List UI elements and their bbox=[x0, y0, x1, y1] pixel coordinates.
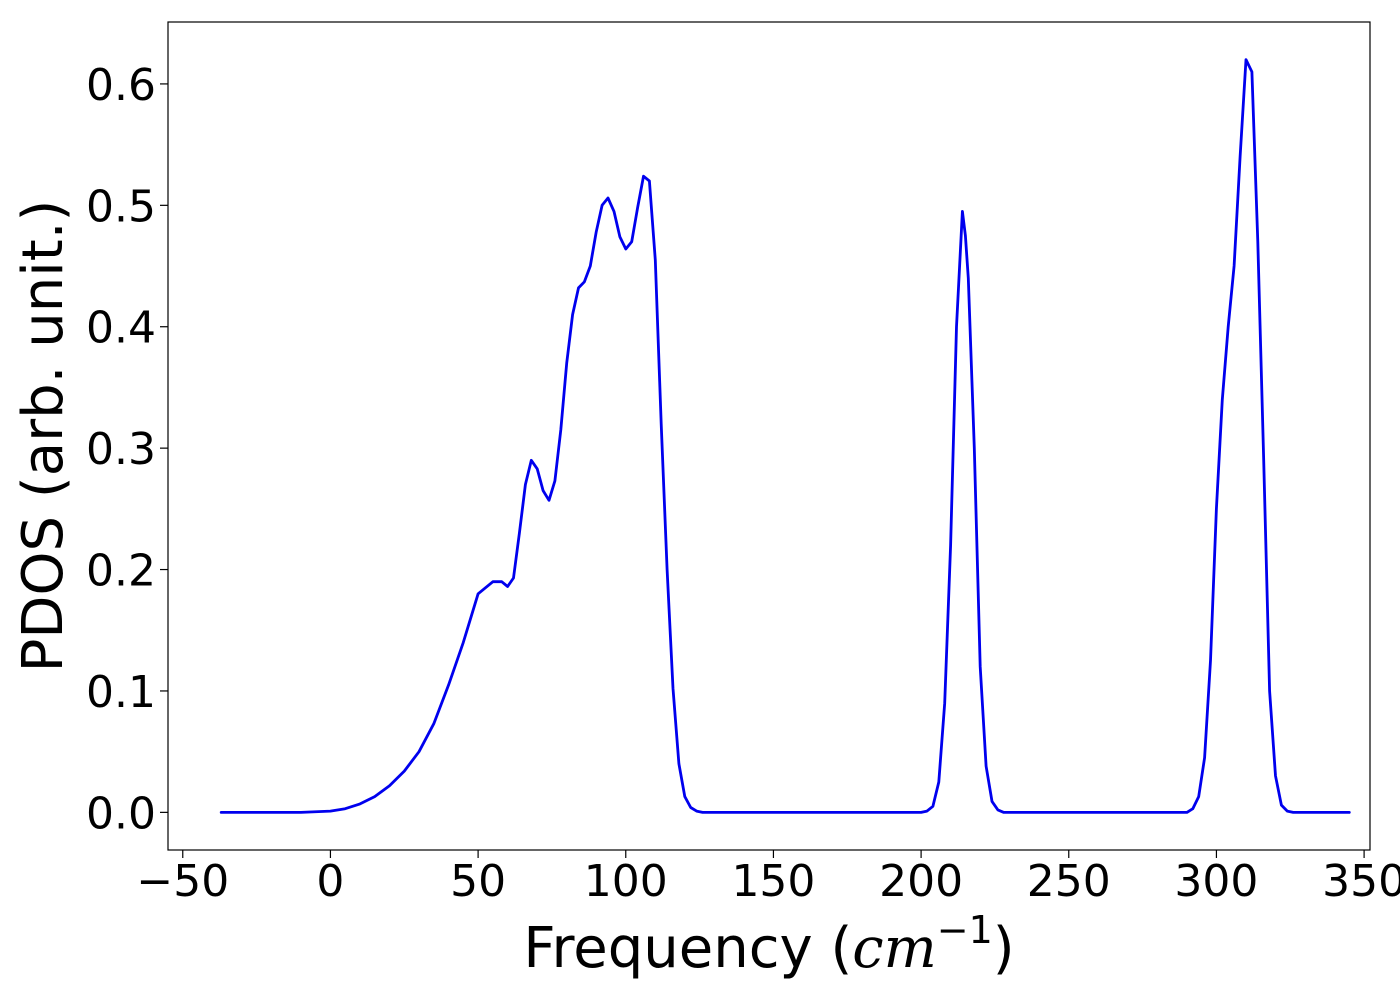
y-tick-label: 0.6 bbox=[86, 60, 156, 111]
x-tick-label: 300 bbox=[1174, 856, 1258, 907]
x-axis-ticks: −50 0 50 100 150 200 250 300 350 bbox=[136, 850, 1400, 907]
y-tick-label: 0.1 bbox=[86, 667, 156, 718]
x-axis-label: Frequency (cm−1) bbox=[523, 908, 1014, 981]
series-line bbox=[219, 58, 1351, 814]
plot-frame bbox=[167, 21, 1371, 851]
y-tick-label: 0.0 bbox=[86, 788, 156, 839]
y-tick-label: 0.3 bbox=[86, 424, 156, 475]
x-tick-label: 350 bbox=[1322, 856, 1400, 907]
x-axis-label-unit: cm bbox=[852, 916, 936, 981]
x-tick-label: 200 bbox=[879, 856, 963, 907]
y-axis-ticks: 0.0 0.1 0.2 0.3 0.4 0.5 0.6 bbox=[86, 60, 168, 839]
y-tick-label: 0.2 bbox=[86, 546, 156, 597]
x-tick-label: 150 bbox=[731, 856, 815, 907]
y-tick-label: 0.4 bbox=[86, 303, 156, 354]
y-tick-label: 0.5 bbox=[86, 181, 156, 232]
x-tick-label: 50 bbox=[450, 856, 506, 907]
x-axis-label-prefix: Frequency ( bbox=[523, 916, 852, 981]
x-axis-label-suffix: ) bbox=[993, 916, 1015, 981]
x-tick-label: 250 bbox=[1027, 856, 1111, 907]
x-axis-label-exponent: −1 bbox=[937, 908, 993, 952]
y-axis-label: PDOS (arb. unit.) bbox=[11, 200, 76, 673]
x-tick-label: −50 bbox=[136, 856, 229, 907]
x-tick-label: 0 bbox=[316, 856, 344, 907]
x-tick-label: 100 bbox=[584, 856, 668, 907]
